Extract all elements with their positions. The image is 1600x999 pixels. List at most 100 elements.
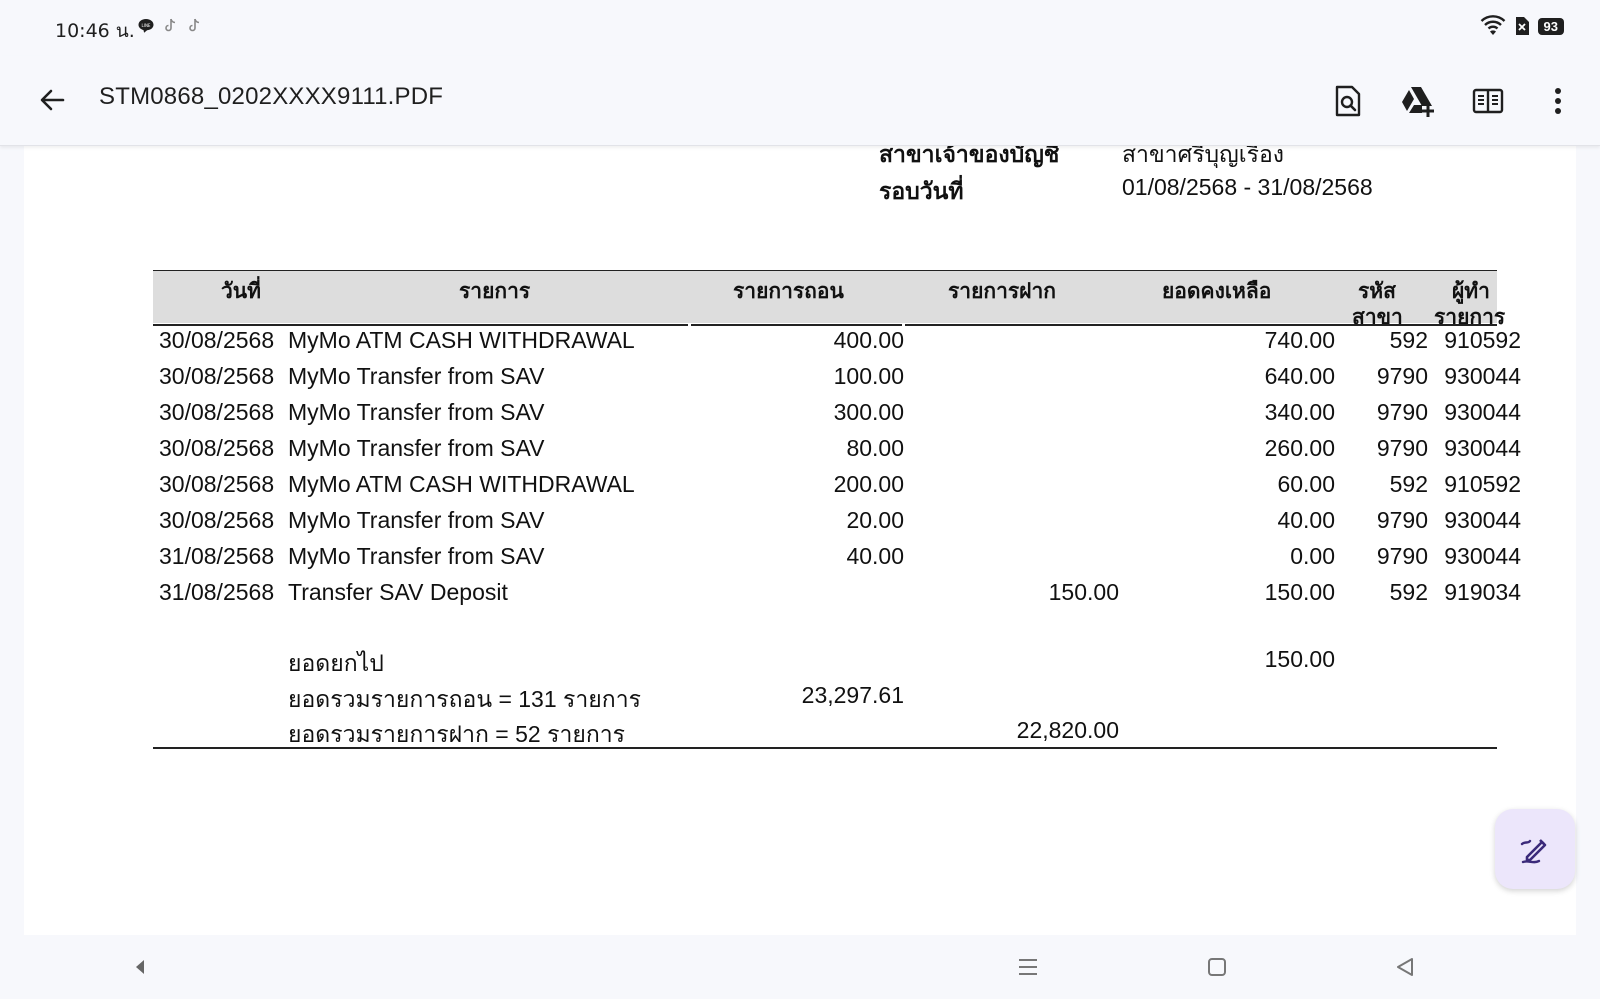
branch-label: สาขาเจ้าของบัญชี [879, 146, 1060, 167]
period-value: 01/08/2568 - 31/08/2568 [1122, 174, 1373, 200]
nav-left-button[interactable] [120, 949, 160, 985]
row-teller: 930044 [1444, 543, 1521, 569]
row-branch: 592 [1389, 579, 1428, 605]
row-withdrawal: 40.00 [846, 543, 904, 569]
row-branch: 9790 [1376, 399, 1428, 425]
annotate-fab-button[interactable] [1495, 809, 1575, 889]
find-in-document-button[interactable] [1324, 80, 1372, 122]
back-icon [1397, 958, 1413, 976]
row-teller: 930044 [1444, 363, 1521, 389]
system-back-button[interactable] [1385, 949, 1425, 985]
home-icon [1208, 958, 1226, 976]
row-description: MyMo Transfer from SAV [288, 435, 545, 461]
header-branch-code: รหัส [1358, 280, 1396, 303]
tiktok-icon [165, 18, 176, 32]
table-row: 30/08/2568 MyMo Transfer from SAV 80.00 … [24, 435, 1576, 471]
table-bottom-border [153, 747, 1497, 749]
row-balance: 0.00 [1290, 543, 1335, 569]
header-date: วันที่ [221, 280, 261, 303]
row-description: MyMo Transfer from SAV [288, 507, 545, 533]
row-description: MyMo Transfer from SAV [288, 363, 545, 389]
carry-forward-value: 150.00 [1264, 646, 1335, 672]
row-description: MyMo ATM CASH WITHDRAWAL [288, 327, 635, 353]
row-branch: 9790 [1376, 543, 1428, 569]
row-description: MyMo Transfer from SAV [288, 399, 545, 425]
svg-text:LINE: LINE [142, 23, 151, 28]
header-underline [905, 324, 1497, 326]
row-withdrawal: 200.00 [833, 471, 904, 497]
header-balance: ยอดคงเหลือ [1162, 280, 1272, 303]
total-withdrawal-row: ยอดรวมรายการถอน = 131 รายการ 23,297.61 [24, 682, 1576, 718]
row-date: 31/08/2568 [159, 579, 275, 605]
row-balance: 60.00 [1277, 471, 1335, 497]
left-arrow-icon [136, 960, 144, 974]
no-sim-icon [1515, 17, 1529, 35]
search-in-document-icon [1335, 85, 1361, 117]
header-teller: ผู้ทำ [1452, 280, 1490, 303]
pdf-page[interactable]: สาขาเจ้าของบัญชี สาขาศรีบุญเรือง รอบวันท… [24, 146, 1576, 935]
row-date: 31/08/2568 [159, 543, 275, 569]
row-balance: 640.00 [1264, 363, 1335, 389]
row-teller: 910592 [1444, 471, 1521, 497]
wifi-icon [1480, 15, 1505, 35]
reading-mode-icon [1472, 88, 1504, 114]
row-date: 30/08/2568 [159, 471, 275, 497]
header-deposit: รายการฝาก [948, 280, 1056, 303]
tiktok-icon [189, 18, 200, 32]
total-withdrawal-value: 23,297.61 [801, 682, 904, 708]
row-teller: 919034 [1444, 579, 1521, 605]
header-underline [153, 324, 688, 326]
battery-icon: 93 [1537, 17, 1564, 35]
row-teller: 910592 [1444, 327, 1521, 353]
more-options-button[interactable] [1534, 80, 1582, 122]
row-withdrawal: 300.00 [833, 399, 904, 425]
row-branch: 9790 [1376, 363, 1428, 389]
google-drive-add-icon [1402, 87, 1434, 117]
row-withdrawal: 20.00 [846, 507, 904, 533]
table-header: วันที่ รายการ รายการถอน รายการฝาก ยอดคงเ… [153, 271, 1505, 329]
table-row: 31/08/2568 Transfer SAV Deposit 150.00 1… [24, 579, 1576, 615]
row-balance: 340.00 [1264, 399, 1335, 425]
carry-forward-label: ยอดยกไป [288, 650, 384, 676]
row-branch: 592 [1389, 327, 1428, 353]
total-deposit-row: ยอดรวมรายการฝาก = 52 รายการ 22,820.00 [24, 717, 1576, 753]
row-date: 30/08/2568 [159, 399, 275, 425]
save-to-drive-button[interactable] [1394, 80, 1442, 122]
reading-mode-button[interactable] [1464, 80, 1512, 122]
row-date: 30/08/2568 [159, 507, 275, 533]
header-underline [691, 324, 902, 326]
row-branch: 9790 [1376, 507, 1428, 533]
row-balance: 40.00 [1277, 507, 1335, 533]
table-row: 30/08/2568 MyMo ATM CASH WITHDRAWAL 400.… [24, 327, 1576, 363]
row-teller: 930044 [1444, 435, 1521, 461]
table-row: 30/08/2568 MyMo Transfer from SAV 20.00 … [24, 507, 1576, 543]
row-date: 30/08/2568 [159, 435, 275, 461]
row-date: 30/08/2568 [159, 327, 275, 353]
row-description: MyMo Transfer from SAV [288, 543, 545, 569]
row-branch: 592 [1389, 471, 1428, 497]
line-icon: LINE [138, 19, 154, 33]
row-teller: 930044 [1444, 507, 1521, 533]
recents-button[interactable] [1008, 949, 1048, 985]
home-button[interactable] [1197, 949, 1237, 985]
table-row: 31/08/2568 MyMo Transfer from SAV 40.00 … [24, 543, 1576, 579]
header-branch-code-2: สาขา [1352, 306, 1403, 329]
row-description: MyMo ATM CASH WITHDRAWAL [288, 471, 635, 497]
back-button[interactable] [34, 82, 70, 118]
period-label: รอบวันที่ [879, 178, 964, 204]
navigation-bar [0, 935, 1600, 999]
header-description: รายการ [459, 280, 531, 303]
row-balance: 260.00 [1264, 435, 1335, 461]
row-withdrawal: 400.00 [833, 327, 904, 353]
header-teller-2: รายการ [1434, 306, 1506, 329]
status-bar: 10:46 น. LINE 93 [0, 0, 1600, 56]
row-branch: 9790 [1376, 435, 1428, 461]
row-balance: 740.00 [1264, 327, 1335, 353]
more-vertical-icon [1555, 88, 1561, 114]
header-withdrawal: รายการถอน [733, 280, 844, 303]
row-description: Transfer SAV Deposit [288, 579, 508, 605]
total-deposit-value: 22,820.00 [1016, 717, 1119, 743]
edit-pen-icon [1520, 839, 1547, 864]
total-deposit-label: ยอดรวมรายการฝาก = 52 รายการ [288, 721, 626, 747]
clock: 10:46 น. [55, 20, 135, 42]
